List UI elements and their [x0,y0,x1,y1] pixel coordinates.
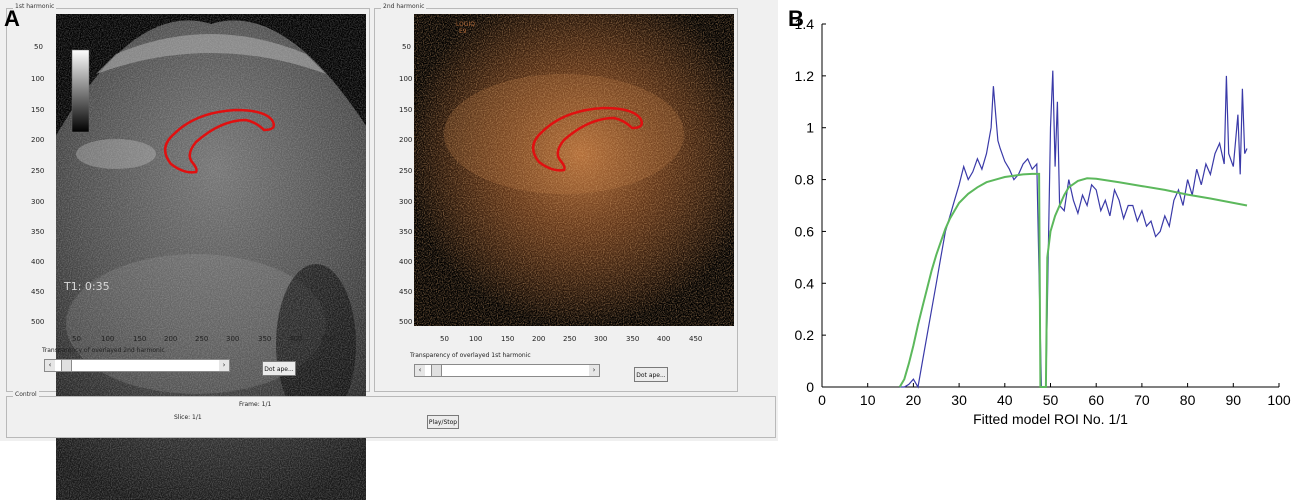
x-tick-label: 10 [860,392,876,408]
right-x-axis: 50 100 150 200 250 300 350 400 450 [368,335,738,345]
tick: 400 [289,335,303,343]
slider-right-arrow-icon[interactable]: › [219,360,229,371]
tick: 150 [133,335,147,343]
tic-chart: 0 10 20 30 40 50 60 70 80 90 100 0 0.2 0.4 0.6 0.8 1 1.2 1… [780,16,1291,427]
tick: 400 [31,258,45,266]
tick: 50 [402,43,411,51]
first-harmonic-title: 1st harmonic [13,3,57,10]
tick: 450 [399,288,413,296]
tick: 300 [31,198,45,206]
tick: 200 [532,335,546,343]
tick: 200 [31,136,45,144]
y-tick-label: 0.8 [795,172,815,188]
tick: 250 [399,167,413,175]
tick: 400 [657,335,671,343]
ultrasound-analysis-window: 1st harmonic 2nd harmonic [0,0,778,500]
tick: 500 [399,318,413,326]
right-slider-label: Transparency of overlayed 1st harmonic [410,352,531,359]
roi-outline-right [532,106,643,172]
tick: 100 [469,335,483,343]
tick: 150 [501,335,515,343]
x-axis-label: Fitted model ROI No. 1/1 [973,411,1128,427]
tick: 200 [399,136,413,144]
slider-left-arrow-icon[interactable]: ‹ [45,360,55,371]
y-tick-label: 0.2 [795,327,815,343]
y-tick-label: 0.4 [795,275,815,291]
frame-counter: Frame: 1/1 [239,401,272,408]
tick: 500 [31,318,45,326]
right-y-axis: 50 100 150 200 250 300 350 400 450 500 [398,0,420,441]
tick: 250 [31,167,45,175]
roi-outline-left [164,108,275,174]
slice-counter: Slice: 1/1 [174,414,202,421]
right-dot-ape-button[interactable]: Dot ape... [634,367,668,382]
contrast-image: LOGIQ E9 [414,14,734,326]
slider-right-arrow-icon[interactable]: › [589,365,599,376]
tick: 250 [195,335,209,343]
x-tick-label: 0 [818,392,826,408]
play-stop-button[interactable]: Play/Stop [427,415,459,429]
tick: 100 [101,335,115,343]
y-axis-label: × 10 [780,213,783,241]
tick: 400 [399,258,413,266]
tick: 350 [258,335,272,343]
tick: 300 [594,335,608,343]
left-transparency-slider[interactable]: ‹ › [44,359,230,372]
y-tick-label: 1 [806,120,814,136]
x-tick-label: 20 [906,392,922,408]
tick: 50 [440,335,449,343]
x-tick-label: 30 [951,392,967,408]
series-line-2 [898,172,1248,388]
x-tick-label: 80 [1180,392,1196,408]
tick: 300 [226,335,240,343]
control-panel: Control Frame: 1/1 Slice: 1/1 Play/Stop [6,391,776,438]
tick: 450 [31,288,45,296]
slider-thumb[interactable] [431,365,442,376]
tick: 150 [31,106,45,114]
x-tick-label: 50 [1043,392,1059,408]
logo-line2: E9 [459,28,467,35]
panel-label-a: A [4,6,20,31]
series-line-1 [899,70,1248,389]
tick: 300 [399,198,413,206]
tick: 100 [399,75,413,83]
x-tick-label: 100 [1267,392,1291,408]
y-tick-label: 0.6 [795,223,815,239]
tick: 150 [399,106,413,114]
tick: 450 [321,335,335,343]
y-tick-label: 0 [806,379,814,395]
second-harmonic-title: 2nd harmonic [381,3,427,10]
slider-left-arrow-icon[interactable]: ‹ [415,365,425,376]
left-x-axis: 50 100 150 200 250 300 350 400 450 [0,335,370,345]
tick: 50 [72,335,81,343]
tick: 200 [164,335,178,343]
y-tick-label: 1.2 [795,68,815,84]
tick: 100 [31,75,45,83]
left-y-axis: 50 100 150 200 250 300 350 400 450 500 [30,0,52,441]
x-tick-label: 70 [1134,392,1150,408]
left-dot-ape-button[interactable]: Dot ape... [262,361,296,376]
right-transparency-slider[interactable]: ‹ › [414,364,600,377]
x-tick-label: 60 [1088,392,1104,408]
y-tick-label: 1.4 [795,16,815,32]
time-overlay: T1: 0:35 [64,280,110,293]
control-title: Control [13,391,39,398]
logo-line1: LOGIQ [456,21,475,28]
tick: 450 [689,335,703,343]
tick: 350 [31,228,45,236]
tick: 350 [626,335,640,343]
slider-thumb[interactable] [61,360,72,371]
x-tick-label: 90 [1226,392,1242,408]
tick: 250 [563,335,577,343]
tick: 350 [399,228,413,236]
tick: 50 [34,43,43,51]
panel-label-b: B [788,6,804,31]
x-tick-label: 40 [997,392,1013,408]
left-slider-label: Transparency of overlayed 2nd harmonic [42,347,165,354]
